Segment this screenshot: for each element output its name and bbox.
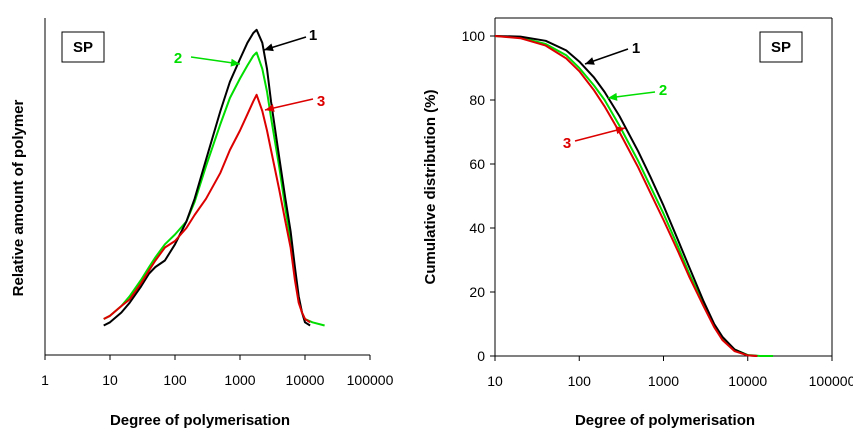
x-tick-label: 10 xyxy=(487,373,503,389)
left-x-axis-label: Degree of polymerisation xyxy=(110,412,290,429)
y-tick-label: 20 xyxy=(469,284,485,300)
x-tick-label: 100000 xyxy=(809,373,853,389)
x-tick-label: 100 xyxy=(568,373,592,389)
x-tick-label: 10000 xyxy=(286,372,325,388)
y-tick-label: 60 xyxy=(469,156,485,172)
x-tick-label: 100000 xyxy=(347,372,394,388)
callout-label-1: 1 xyxy=(632,40,640,57)
series-line-3 xyxy=(494,35,758,357)
left-series xyxy=(103,28,325,327)
callout-arrowhead-3 xyxy=(615,126,625,135)
x-tick-label: 1 xyxy=(41,372,49,388)
right-chart: 10 100 1000 10000 100000 0 20 40 60 80 100 1 2 3 SP… xyxy=(422,17,853,429)
x-tick-label: 1000 xyxy=(224,372,255,388)
right-x-axis-label: Degree of polymerisation xyxy=(575,412,755,429)
x-tick-label: 10 xyxy=(102,372,118,388)
callout-label-2: 2 xyxy=(174,50,182,67)
right-y-ticks: 0 20 40 60 80 100 xyxy=(462,28,495,364)
y-tick-label: 80 xyxy=(469,92,485,108)
left-chart: 1 10 100 1000 10000 100000 1 2 3 SP Degree of p… xyxy=(10,18,394,429)
right-sp-box xyxy=(759,31,803,63)
callout-label-3: 3 xyxy=(317,93,325,110)
y-tick-label: 40 xyxy=(469,220,485,236)
x-tick-label: 1000 xyxy=(648,373,679,389)
callout-label-1: 1 xyxy=(309,27,317,44)
series-line-2 xyxy=(494,35,774,357)
y-tick-label: 100 xyxy=(462,28,486,44)
right-sp-label: SP xyxy=(771,39,791,56)
y-tick-label: 0 xyxy=(477,348,485,364)
right-x-ticks: 10 100 1000 10000 100000 xyxy=(487,356,853,389)
right-series xyxy=(494,35,774,357)
left-sp-label: SP xyxy=(73,39,93,56)
series-line-2 xyxy=(103,51,325,327)
callout-arrowhead-1 xyxy=(585,57,595,65)
callout-label-2: 2 xyxy=(659,82,667,99)
series-line-3 xyxy=(103,93,311,324)
right-y-axis-label: Cumulative distribution (%) xyxy=(422,89,439,284)
series-line-1 xyxy=(494,35,758,357)
callout-label-3: 3 xyxy=(563,135,571,152)
callout-arrowhead-2 xyxy=(230,58,240,67)
callout-arrowhead-2 xyxy=(608,92,618,101)
left-y-axis-label: Relative amount of polymer xyxy=(10,99,27,296)
x-tick-label: 100 xyxy=(163,372,187,388)
left-x-ticks: 1 10 100 1000 10000 100000 xyxy=(41,355,394,388)
callout-arrowhead-3 xyxy=(265,104,275,112)
series-line-1 xyxy=(103,28,311,327)
left-sp-box xyxy=(61,31,105,63)
left-callouts: 1 2 3 xyxy=(174,27,325,112)
right-callouts: 1 2 3 xyxy=(563,40,667,152)
x-tick-label: 10000 xyxy=(728,373,767,389)
callout-arrowhead-1 xyxy=(264,43,274,52)
